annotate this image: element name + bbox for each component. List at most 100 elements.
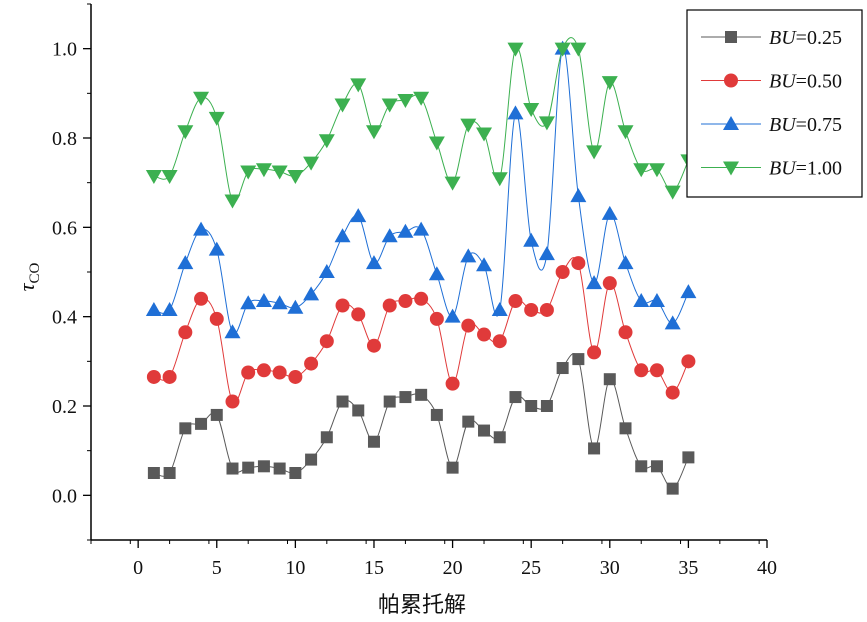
data-point: [556, 362, 569, 375]
data-point: [538, 116, 555, 131]
data-point: [648, 163, 665, 178]
data-point: [602, 276, 617, 291]
data-point: [603, 373, 616, 386]
legend-label-value: =1.00: [796, 158, 842, 180]
x-tick-label: 20: [443, 557, 463, 579]
x-tick-label: 10: [285, 557, 305, 579]
series-layer: [145, 37, 697, 495]
series-line: [153, 37, 689, 203]
legend-marker: [723, 161, 739, 176]
data-point: [303, 286, 320, 301]
data-point: [381, 228, 398, 243]
data-point: [478, 424, 491, 437]
legend-item: BU=1.00: [701, 158, 842, 180]
data-point: [242, 461, 255, 474]
data-point: [177, 255, 194, 270]
data-point: [601, 76, 618, 91]
data-point: [255, 163, 272, 178]
data-point: [554, 42, 571, 57]
data-point: [163, 467, 176, 479]
x-tick-label: 5: [212, 557, 222, 579]
data-point: [649, 363, 664, 378]
data-point: [225, 394, 240, 409]
series-3: [145, 40, 697, 339]
data-point: [397, 223, 414, 238]
data-point: [334, 228, 351, 243]
data-point: [194, 291, 209, 306]
data-point: [477, 327, 492, 342]
data-point: [538, 246, 555, 261]
data-point: [288, 369, 303, 384]
legend-label: BU=0.50: [769, 71, 842, 93]
data-point: [571, 256, 586, 271]
data-point: [572, 353, 585, 366]
data-point: [428, 136, 445, 151]
data-point: [429, 311, 444, 326]
data-point: [633, 163, 650, 178]
data-point: [350, 208, 367, 223]
data-point: [272, 365, 287, 380]
data-point: [588, 442, 601, 455]
data-point: [539, 302, 554, 317]
data-point: [273, 462, 286, 475]
data-point: [460, 118, 477, 133]
legend-item: BU=0.25: [701, 27, 842, 49]
data-point: [444, 176, 461, 191]
data-point: [289, 467, 302, 479]
data-point: [509, 391, 522, 404]
data-point: [648, 293, 665, 308]
x-tick-label: 30: [600, 557, 620, 579]
data-point: [335, 298, 350, 313]
data-point: [271, 165, 288, 180]
y-tick-label: 0.8: [52, 128, 77, 150]
data-point: [666, 482, 679, 495]
data-point: [492, 334, 507, 349]
data-point: [476, 127, 493, 142]
data-point: [226, 462, 239, 475]
data-point: [398, 294, 413, 309]
data-point: [650, 460, 663, 473]
legend-label-var: BU: [769, 27, 797, 49]
data-point: [460, 248, 477, 263]
data-point: [381, 98, 398, 113]
legend-label: BU=0.25: [769, 27, 842, 49]
data-point: [383, 395, 396, 408]
data-point: [240, 165, 257, 180]
data-point: [145, 301, 162, 316]
data-point: [209, 311, 224, 326]
y-tick-label: 1.0: [52, 39, 77, 61]
data-point: [523, 102, 540, 117]
data-point: [570, 42, 587, 57]
data-point: [193, 91, 210, 106]
legend-label-var: BU: [769, 114, 797, 136]
data-point: [255, 293, 272, 308]
data-point: [415, 388, 428, 401]
legend-label-value: =0.25: [796, 27, 842, 49]
data-point: [161, 169, 178, 184]
x-axis-title: 帕累托解: [378, 592, 466, 617]
legend-item: BU=0.50: [701, 71, 842, 93]
data-point: [352, 404, 365, 417]
x-tick-label: 35: [678, 557, 698, 579]
data-point: [633, 293, 650, 308]
data-point: [241, 365, 256, 380]
data-point: [587, 345, 602, 360]
data-point: [147, 467, 160, 479]
data-point: [350, 78, 367, 93]
series-4: [145, 37, 697, 209]
data-point: [540, 400, 553, 412]
legend-marker: [725, 31, 737, 43]
data-point: [680, 284, 697, 299]
data-point: [525, 400, 538, 412]
legend-marker: [724, 73, 738, 88]
data-point: [413, 221, 430, 236]
data-point: [445, 376, 460, 391]
data-point: [476, 257, 493, 272]
data-point: [334, 98, 351, 113]
data-point: [256, 363, 271, 378]
data-point: [365, 255, 382, 270]
data-point: [146, 369, 161, 384]
data-point: [240, 295, 257, 310]
y-tick-label: 0.0: [52, 485, 77, 507]
